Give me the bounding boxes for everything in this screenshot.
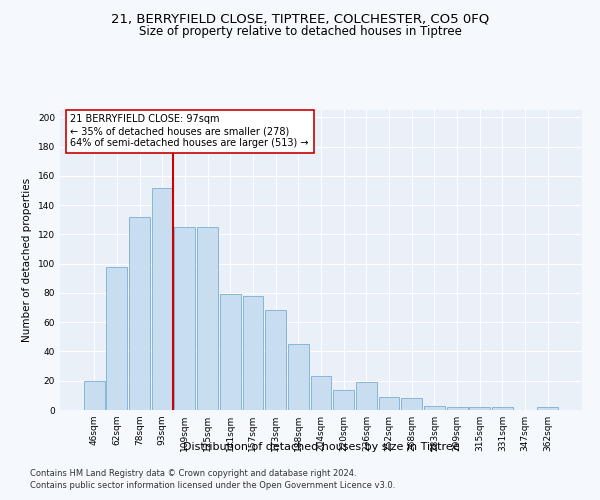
Text: Contains HM Land Registry data © Crown copyright and database right 2024.: Contains HM Land Registry data © Crown c… <box>30 468 356 477</box>
Bar <box>129 217 150 410</box>
Bar <box>84 380 104 410</box>
Bar <box>220 294 241 410</box>
Bar <box>469 407 490 410</box>
Bar <box>333 390 354 410</box>
Bar <box>311 376 331 410</box>
Bar <box>197 227 218 410</box>
Text: Size of property relative to detached houses in Tiptree: Size of property relative to detached ho… <box>139 25 461 38</box>
Bar <box>265 310 286 410</box>
Bar <box>175 227 196 410</box>
Text: Distribution of detached houses by size in Tiptree: Distribution of detached houses by size … <box>182 442 460 452</box>
Bar <box>538 407 558 410</box>
Bar <box>288 344 309 410</box>
Bar <box>356 382 377 410</box>
Bar <box>106 266 127 410</box>
Bar <box>401 398 422 410</box>
Bar <box>242 296 263 410</box>
Y-axis label: Number of detached properties: Number of detached properties <box>22 178 32 342</box>
Bar <box>379 397 400 410</box>
Text: Contains public sector information licensed under the Open Government Licence v3: Contains public sector information licen… <box>30 481 395 490</box>
Text: 21 BERRYFIELD CLOSE: 97sqm
← 35% of detached houses are smaller (278)
64% of sem: 21 BERRYFIELD CLOSE: 97sqm ← 35% of deta… <box>70 114 309 148</box>
Bar <box>424 406 445 410</box>
Bar <box>446 407 467 410</box>
Text: 21, BERRYFIELD CLOSE, TIPTREE, COLCHESTER, CO5 0FQ: 21, BERRYFIELD CLOSE, TIPTREE, COLCHESTE… <box>111 12 489 26</box>
Bar <box>152 188 173 410</box>
Bar <box>492 407 513 410</box>
